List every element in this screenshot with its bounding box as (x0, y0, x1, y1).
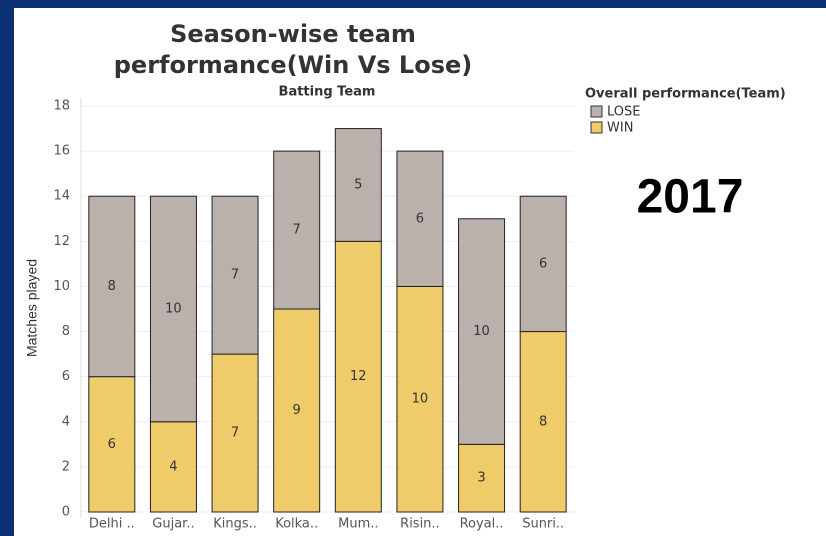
value-label: 10 (165, 302, 182, 317)
value-label: 7 (231, 426, 239, 441)
bar-segment (396, 150, 444, 287)
y-tick-label: 14 (53, 189, 70, 204)
bar-segment (273, 150, 321, 310)
bar-segment (396, 285, 444, 513)
y-tick-label: 18 (53, 99, 70, 114)
bar-segment (519, 195, 567, 333)
y-tick-label: 8 (62, 324, 70, 339)
annotation: 2017 (637, 171, 744, 224)
value-label: 10 (412, 392, 429, 407)
legend-label: WIN (607, 121, 633, 136)
bar-segment (211, 195, 259, 355)
bar-segment (334, 128, 382, 242)
value-label: 3 (477, 471, 485, 486)
x-tick-label: Sunri.. (522, 517, 564, 532)
bar-segment (458, 218, 506, 445)
bar-segment (273, 308, 321, 513)
y-tick-label: 10 (53, 279, 70, 294)
x-tick-label: Delhi .. (89, 517, 135, 532)
y-tick-label: 4 (62, 414, 70, 429)
value-label: 6 (416, 211, 424, 226)
y-tick-label: 0 (62, 505, 70, 520)
y-tick-label: 16 (53, 144, 70, 159)
x-tick-label: Kings.. (213, 517, 257, 532)
x-tick-label: Kolka.. (275, 517, 318, 532)
value-label: 12 (350, 369, 367, 384)
bar-segment (149, 195, 197, 423)
value-label: 10 (473, 324, 490, 339)
y-axis-label: Matches played (24, 259, 40, 357)
bar-segment (519, 331, 567, 513)
bar-segment (334, 240, 382, 513)
x-tick-label: Mum.. (338, 517, 378, 532)
value-label: 6 (539, 256, 547, 271)
y-tick-label: 12 (53, 234, 70, 249)
legend-label: LOSE (607, 105, 640, 120)
value-label: 8 (539, 414, 547, 429)
value-label: 7 (293, 223, 301, 238)
bar-segment (88, 376, 136, 513)
bar-segment (211, 353, 259, 513)
bar-segment (88, 195, 136, 378)
chart-title: performance(Win Vs Lose) (114, 51, 473, 79)
bar-segment (149, 421, 197, 513)
y-tick-label: 6 (62, 369, 70, 384)
value-label: 5 (354, 177, 362, 192)
legend-swatch (590, 121, 603, 134)
value-label: 8 (108, 279, 116, 294)
legend-title: Overall performance(Team) (585, 87, 786, 102)
chart-title: Season-wise team (170, 20, 416, 48)
y-tick-label: 2 (62, 459, 70, 474)
value-label: 9 (293, 403, 301, 418)
subtitle: Batting Team (279, 85, 376, 100)
x-tick-label: Gujar.. (152, 517, 194, 532)
value-label: 4 (169, 459, 177, 474)
x-tick-label: Risin.. (400, 517, 440, 532)
legend-swatch (590, 105, 603, 118)
value-label: 6 (108, 437, 116, 452)
value-label: 7 (231, 268, 239, 283)
bar-segment (458, 443, 506, 513)
x-tick-label: Royal.. (460, 517, 504, 532)
